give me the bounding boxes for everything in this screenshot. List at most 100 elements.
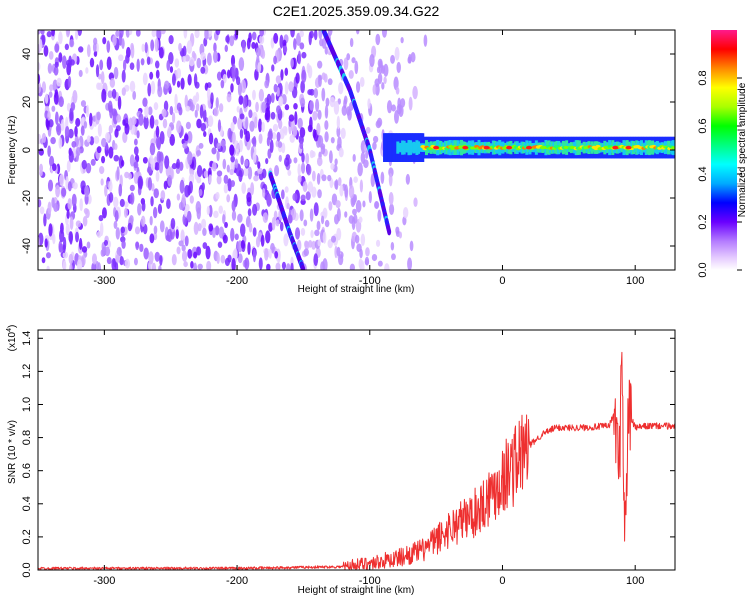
spectrogram-noise-cell xyxy=(348,70,354,79)
spectrogram-noise-cell xyxy=(214,225,220,236)
spectrogram-noise-cell xyxy=(183,208,188,217)
spectrogram-noise-cell xyxy=(244,159,249,167)
spectrogram-carrier-mid xyxy=(413,142,417,153)
spectrogram-noise-cell xyxy=(284,67,289,76)
spectrogram-noise-cell xyxy=(187,248,193,259)
spectrogram-noise-cell xyxy=(89,112,93,127)
spectrogram-noise-cell xyxy=(71,193,77,208)
y-tick-label: 0.4 xyxy=(21,496,33,511)
spectrogram-noise-cell xyxy=(239,223,246,237)
spectrogram-noise-cell xyxy=(359,179,364,193)
spectrogram-noise-cell xyxy=(257,161,261,169)
spectrogram-noise-cell xyxy=(52,163,57,172)
spectrogram-noise-cell xyxy=(171,253,177,266)
spectrogram-noise-cell xyxy=(334,180,338,190)
spectrogram-noise-cell xyxy=(359,76,365,88)
spectrogram-noise-cell xyxy=(61,187,67,197)
spectrogram-noise-cell xyxy=(212,50,218,63)
spectrogram-noise-cell xyxy=(243,167,249,177)
x-tick-label: -300 xyxy=(93,575,115,587)
spectrogram-noise-cell xyxy=(344,211,348,218)
spectrogram-noise-cell xyxy=(261,49,266,60)
spectrogram-noise-cell xyxy=(66,102,71,112)
spectrogram-noise-cell xyxy=(75,117,81,127)
spectrogram-noise-cell xyxy=(137,203,142,216)
spectrogram-noise-cell xyxy=(264,79,270,89)
spectrogram-noise-cell xyxy=(149,115,155,129)
spectrogram-noise-cell xyxy=(265,157,269,165)
spectrogram-noise-cell xyxy=(381,30,387,38)
spectrogram-noise-cell xyxy=(125,30,130,38)
spectrogram-noise-cell xyxy=(266,93,272,106)
spectrogram-noise-cell xyxy=(254,116,258,129)
spectrogram-noise-cell xyxy=(80,100,87,108)
spectrogram-noise-cell xyxy=(328,201,333,211)
spectrogram-noise-cell xyxy=(80,125,85,136)
spectrogram-carrier-core xyxy=(595,144,601,149)
spectrogram-noise-cell xyxy=(108,192,114,203)
spectrogram-noise-cell xyxy=(69,263,73,270)
spectrogram-noise-cell xyxy=(197,263,203,270)
spectrogram-noise-cell xyxy=(71,141,77,148)
spectrogram-noise-cell xyxy=(114,261,119,270)
spectrogram-noise-cell xyxy=(236,105,240,113)
spectrogram-noise-cell xyxy=(181,244,186,252)
spectrogram-noise-cell xyxy=(394,110,399,124)
spectrogram-carrier-mid xyxy=(417,141,421,154)
spectrogram-noise-cell xyxy=(149,215,153,226)
spectrogram-noise-cell xyxy=(113,196,119,208)
spectrogram-noise-cell xyxy=(242,95,248,109)
spectrogram-noise-cell xyxy=(148,251,154,265)
colorbar: 0.0 0.2 0.4 0.6 0.8 Normalized spectral ampl… xyxy=(697,30,748,278)
spectrogram-noise-cell xyxy=(280,69,284,81)
spectrogram-noise-cell xyxy=(51,197,55,208)
spectrogram-noise-cell xyxy=(318,75,322,87)
spectrogram-noise-cell xyxy=(192,95,197,106)
colorbar-tick-label: 0.2 xyxy=(697,214,709,229)
spectrogram-noise-cell xyxy=(166,59,171,72)
spectrogram-noise-cell xyxy=(275,262,281,270)
spectrogram-noise-cell xyxy=(276,131,281,142)
spectrogram-noise-cell xyxy=(365,247,370,257)
spectrogram-noise-cell xyxy=(377,72,383,84)
spectrogram-noise-cell xyxy=(258,257,263,270)
spectrogram-noise-cell xyxy=(175,229,179,240)
spectrogram-noise-cell xyxy=(107,90,113,99)
spectrogram-noise-cell xyxy=(81,159,87,170)
spectrogram-noise-cell xyxy=(155,69,160,79)
spectrogram-noise-cell xyxy=(155,125,160,138)
spectrogram-noise-cell xyxy=(97,73,102,80)
spectrogram-noise-cell xyxy=(213,107,219,117)
spectrogram-noise-cell xyxy=(381,82,385,90)
spectrogram-noise-cell xyxy=(41,81,47,94)
spectrogram-noise-cell xyxy=(67,181,72,192)
spectrogram-noise-cell xyxy=(206,205,210,216)
spectrogram-noise-cell xyxy=(371,253,378,262)
spectrogram-noise-cell xyxy=(279,221,284,232)
spectrogram-carrier-outer xyxy=(383,133,387,162)
spectrogram-noise-cell xyxy=(337,98,341,105)
spectrogram-noise-cell xyxy=(234,30,239,40)
spectrogram-noise-cell xyxy=(86,44,91,58)
spectrogram-noise-cell xyxy=(216,174,222,185)
spectrogram-noise-cell xyxy=(168,52,174,65)
spectrogram-noise-cell xyxy=(368,190,372,204)
spectrogram-y-ticks: -40 -20 0 20 40 xyxy=(21,48,675,254)
x-tick-label: -300 xyxy=(93,275,115,287)
spectrogram-noise-cell xyxy=(367,98,371,110)
spectrogram-noise-cell xyxy=(144,42,148,54)
spectrogram-noise-cell xyxy=(306,164,312,176)
spectrogram-noise-cell xyxy=(273,55,277,65)
spectrogram-noise-cell xyxy=(142,223,148,235)
spectrogram-noise-cell xyxy=(105,132,111,142)
spectrogram-noise-cell xyxy=(97,123,102,137)
colorbar-tick-label: 0.6 xyxy=(697,118,709,133)
spectrogram-noise-cell xyxy=(293,103,298,110)
spectrogram-noise-cell xyxy=(47,110,51,121)
spectrogram-noise-cell xyxy=(114,143,118,150)
spectrogram-carrier-mid xyxy=(412,141,416,154)
spectrogram-noise-cell xyxy=(229,168,234,176)
spectrogram-noise-cell xyxy=(320,145,326,155)
spectrogram-noise-cell xyxy=(279,34,284,49)
spectrogram-noise-cell xyxy=(107,100,113,113)
